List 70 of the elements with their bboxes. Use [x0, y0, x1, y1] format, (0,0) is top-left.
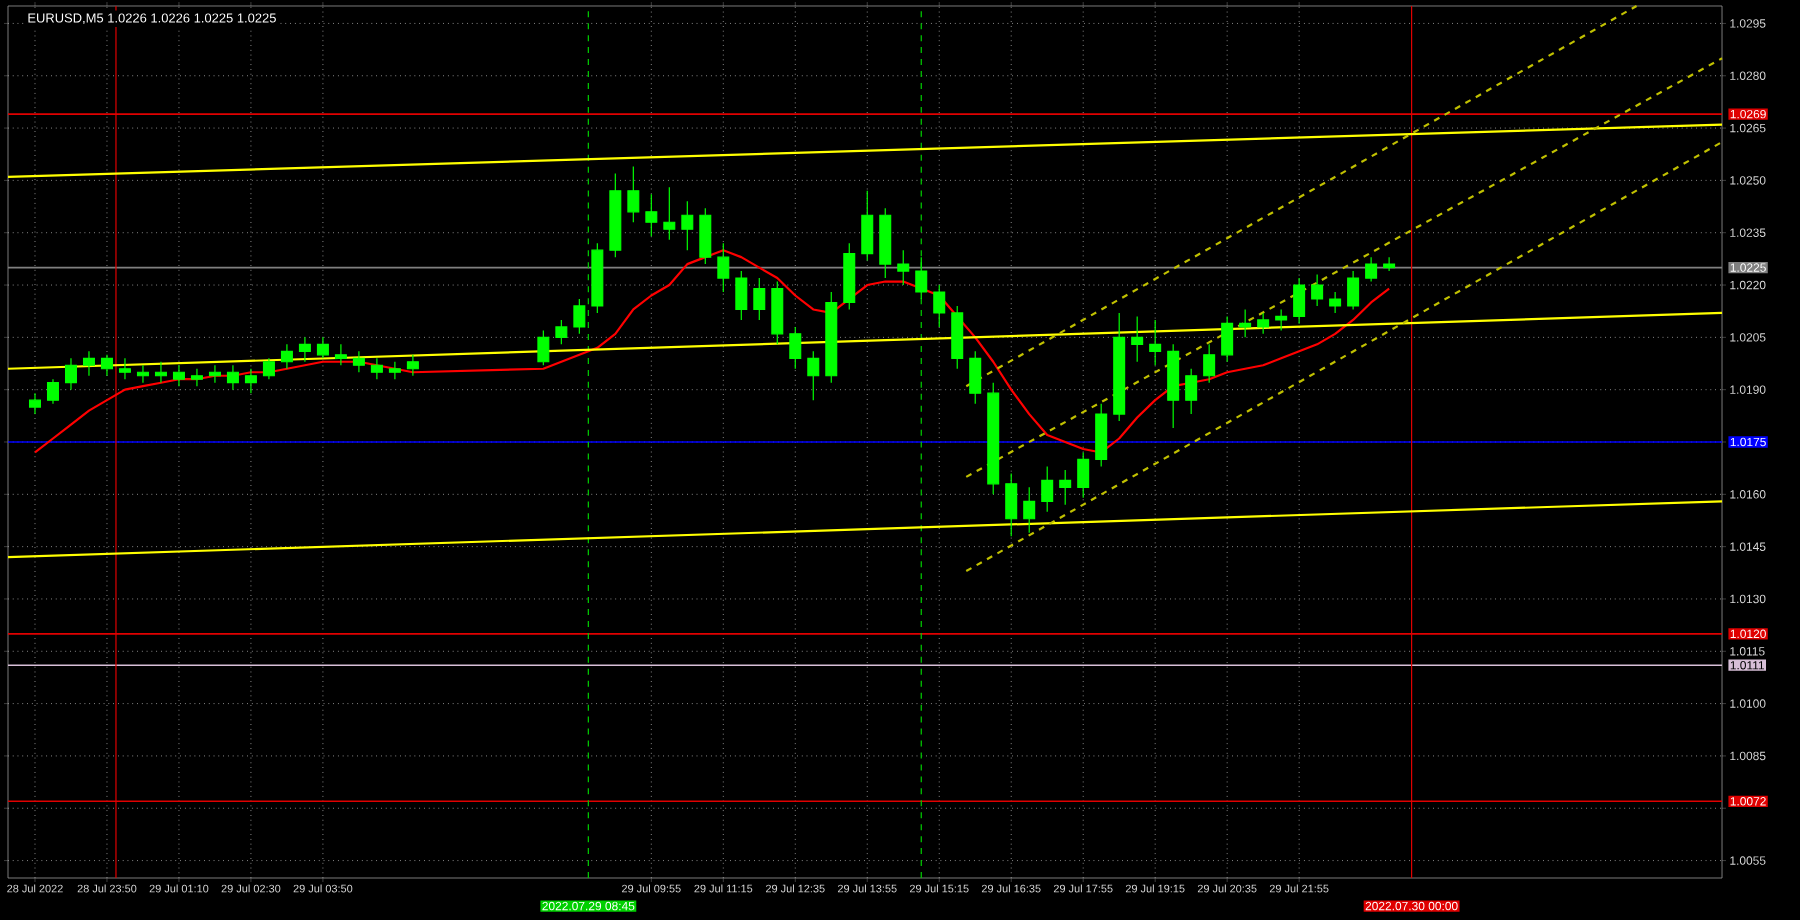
candlestick: [100, 354, 113, 377]
candlestick: [537, 329, 550, 366]
candlestick: [334, 343, 347, 366]
candlestick: [897, 249, 910, 286]
candlestick: [591, 242, 604, 314]
candlestick: [1059, 469, 1072, 506]
candlestick: [28, 392, 41, 415]
candlestick: [1185, 368, 1198, 415]
candlestick: [879, 207, 892, 279]
candlestick: [915, 256, 928, 300]
candlestick: [951, 305, 964, 370]
candlestick: [1167, 343, 1180, 429]
candlestick: [807, 350, 820, 401]
candlestick: [1275, 308, 1288, 331]
candlestick: [1113, 312, 1126, 422]
candlestick: [1095, 403, 1108, 468]
candlestick: [933, 284, 946, 328]
candlestick: [555, 319, 568, 345]
candlestick: [699, 207, 712, 265]
candlestick: [1203, 343, 1216, 384]
candlestick: [1347, 270, 1360, 311]
candlestick: [681, 200, 694, 251]
candlestick: [244, 368, 257, 394]
candlestick: [1005, 472, 1018, 537]
candlestick: [406, 354, 419, 377]
candlestick: [136, 364, 149, 384]
candlestick: [262, 357, 275, 380]
candlestick: [1149, 319, 1162, 366]
candlestick: [771, 280, 784, 345]
candlestick: [208, 364, 221, 384]
candlestick: [190, 368, 203, 387]
candlestick: [370, 357, 383, 380]
candlestick: [82, 350, 95, 377]
candlestick: [172, 364, 185, 387]
candlestick: [843, 242, 856, 311]
candlestick: [46, 378, 59, 405]
candlestick: [1365, 256, 1378, 283]
candlestick: [388, 361, 401, 380]
candlestick: [1239, 308, 1252, 338]
candlestick: [645, 193, 658, 237]
candlestick: [1077, 451, 1090, 499]
candlestick: [609, 172, 622, 258]
candlestick: [1293, 277, 1306, 325]
candlestick: [118, 357, 131, 380]
candlestick: [1131, 315, 1144, 363]
candlestick: [1311, 273, 1324, 307]
candlestick: [64, 357, 77, 391]
candlestick: [861, 190, 874, 262]
candlestick: [753, 277, 766, 321]
candlestick: [280, 343, 293, 370]
candlestick: [154, 361, 167, 384]
candlestick: [825, 291, 838, 384]
candlestick: [573, 298, 586, 335]
candlestick: [987, 382, 1000, 495]
candlestick: [1221, 315, 1234, 363]
candlestick: [1329, 291, 1342, 314]
candlestick: [717, 242, 730, 293]
candlestick: [735, 270, 748, 321]
candlestick: [1041, 465, 1054, 513]
candlestick: [663, 186, 676, 241]
candlestick: [627, 165, 640, 223]
candlestick: [1257, 312, 1270, 335]
candlestick: [1383, 256, 1396, 272]
candlestick: [298, 336, 311, 363]
candlestick: [352, 350, 365, 373]
candlestick: [316, 336, 329, 359]
candlestick: [969, 350, 982, 405]
candlestick: [789, 326, 802, 370]
candlestick: [226, 364, 239, 391]
candlestick: [1023, 486, 1036, 534]
